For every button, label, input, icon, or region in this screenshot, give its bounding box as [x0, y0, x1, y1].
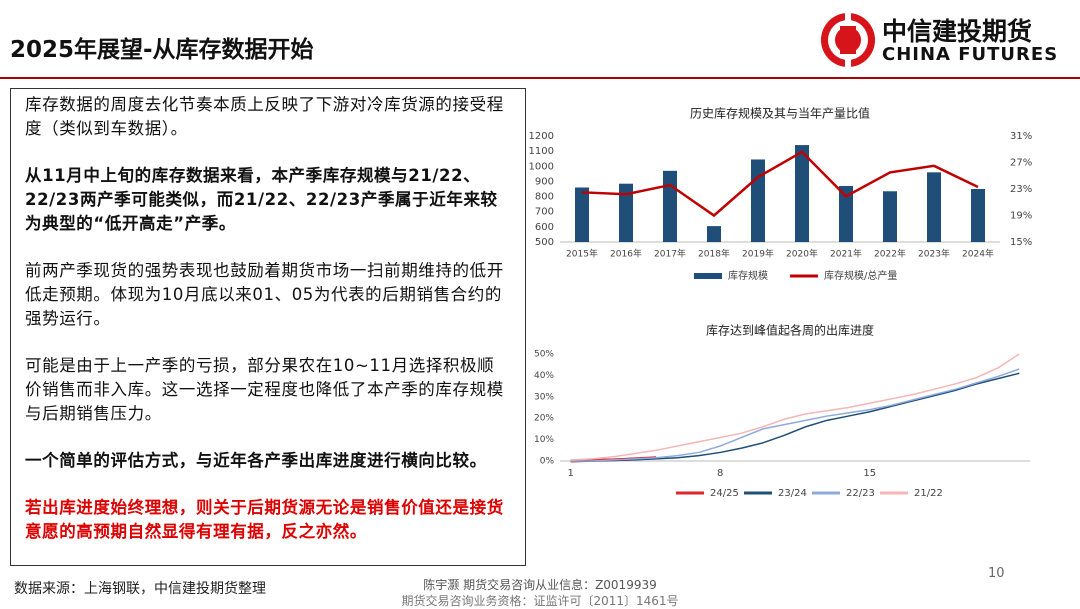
logo-en: CHINA FUTURES	[882, 44, 1059, 65]
y-tick-label: 800	[535, 192, 554, 203]
y2-tick-label: 23%	[1010, 184, 1032, 195]
x-tick-label: 2024年	[962, 248, 994, 260]
y-tick-label: 10%	[534, 435, 554, 445]
x-tick-label: 2023年	[918, 248, 950, 260]
bar	[927, 172, 941, 242]
bar	[707, 226, 721, 242]
text-box: 库存数据的周度去化节奏本质上反映了下游对冷库货源的接受程度（类似到车数据）。 从…	[10, 88, 526, 566]
source: 数据来源：上海钢联，中信建投期货整理	[14, 581, 266, 597]
x-tick-label: 2019年	[742, 248, 774, 260]
chart-title: 历史库存规模及其与当年产量比值	[690, 106, 870, 121]
bar	[619, 183, 633, 242]
y2-tick-label: 15%	[1010, 237, 1032, 248]
slide-title: 2025年展望-从库存数据开始	[10, 37, 314, 63]
x-tick-label: 2015年	[566, 248, 598, 260]
legend-label: 24/25	[710, 488, 739, 499]
paragraph: 库存数据的周度去化节奏本质上反映了下游对冷库货源的接受程度（类似到车数据）。	[25, 95, 504, 138]
paragraph: 从11月中上旬的库存数据来看，本产季库存规模与21/22、22/23两产季可能类…	[25, 166, 498, 233]
header-rule	[0, 77, 1080, 79]
bar	[751, 159, 765, 242]
y-tick-label: 500	[535, 237, 554, 248]
paragraph: 可能是由于上一产季的亏损，部分果农在10~11月选择积极顺价销售而非入库。这一选…	[25, 356, 504, 423]
logo-icon	[821, 12, 875, 68]
bar	[663, 170, 677, 242]
y-tick-label: 1000	[529, 161, 554, 172]
y2-tick-label: 31%	[1010, 131, 1032, 142]
charts: 历史库存规模及其与当年产量比值5006007008009001000110012…	[529, 106, 1033, 500]
y-tick-label: 20%	[534, 414, 554, 424]
line	[570, 353, 1020, 461]
paragraph: 一个简单的评估方式，与近年各产季出库进度进行横向比较。	[25, 451, 487, 470]
paragraph: 前两产季现货的强势表现也鼓励着期货市场一扫前期维持的低开低走预期。体现为10月底…	[25, 261, 504, 328]
y-tick-label: 0%	[540, 457, 555, 467]
x-tick-label: 2018年	[698, 248, 730, 260]
x-tick-label: 2017年	[654, 248, 686, 260]
x-tick-label: 1	[567, 468, 573, 479]
y-tick-label: 40%	[534, 371, 554, 381]
y2-tick-label: 19%	[1010, 211, 1032, 222]
x-tick-label: 2016年	[610, 248, 642, 260]
legend-label: 21/22	[914, 488, 943, 499]
y-tick-label: 900	[535, 176, 554, 187]
x-tick-label: 8	[717, 468, 723, 479]
y-tick-label: 50%	[534, 350, 554, 360]
x-tick-label: 2021年	[830, 248, 862, 260]
author: 陈宇灏 期货交易咨询从业信息：Z0019939	[423, 578, 657, 592]
x-tick-label: 15	[863, 468, 876, 479]
bar	[839, 185, 853, 242]
x-tick-label: 2020年	[786, 248, 818, 260]
bar	[575, 187, 589, 242]
y-tick-label: 30%	[534, 392, 554, 402]
bar	[883, 191, 897, 242]
legend-label: 库存规模	[728, 269, 768, 282]
legend-label: 22/23	[846, 488, 875, 499]
logo-cn: 中信建投期货	[882, 17, 1033, 46]
line	[570, 368, 1020, 462]
x-tick-label: 2022年	[874, 248, 906, 260]
legend-label: 库存规模/总产量	[824, 269, 897, 282]
bar	[971, 189, 985, 242]
y-tick-label: 1100	[529, 146, 554, 157]
page-number: 10	[988, 566, 1005, 581]
legend-label: 23/24	[778, 488, 807, 499]
bar	[795, 145, 809, 242]
license: 期货交易咨询业务资格：证监许可〔2011〕1461号	[401, 594, 679, 608]
y-tick-label: 700	[535, 207, 554, 218]
y-tick-label: 1200	[529, 131, 554, 142]
chart-title: 库存达到峰值起各周的出库进度	[706, 323, 874, 338]
line	[581, 150, 979, 218]
line	[570, 372, 1020, 462]
y-tick-label: 600	[535, 222, 554, 233]
y2-tick-label: 27%	[1010, 158, 1032, 169]
paragraph: 若出库进度始终理想，则关于后期货源无论是销售价值还是接货意愿的高预期自然显得有理…	[25, 498, 504, 541]
legend-swatch	[694, 273, 722, 279]
